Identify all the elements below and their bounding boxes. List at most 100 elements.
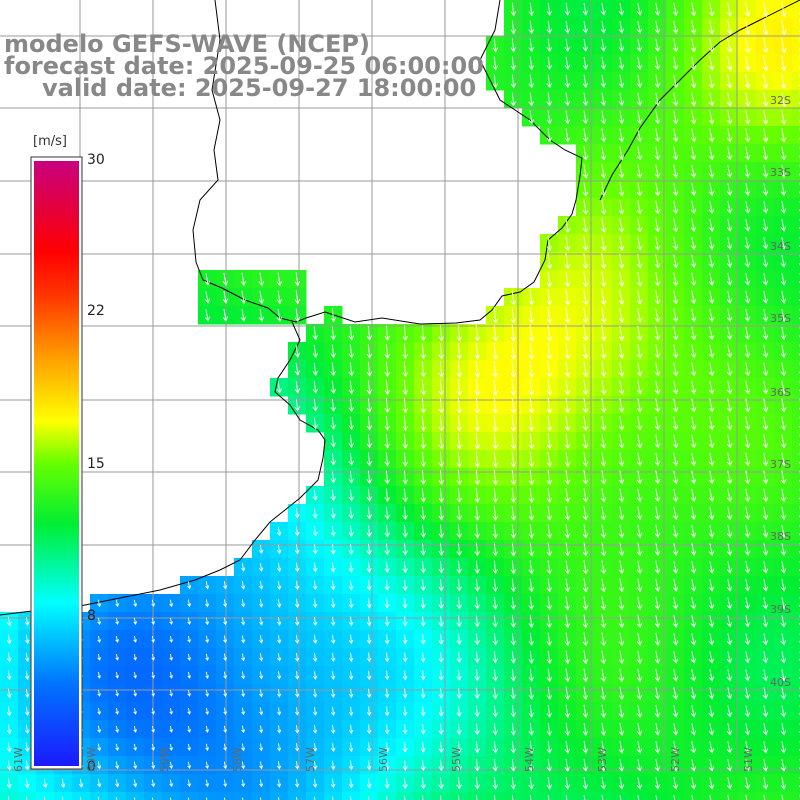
wind-arrow: [528, 397, 535, 414]
wind-arrow: [474, 759, 480, 772]
wind-arrow: [366, 706, 372, 717]
wind-arrow: [744, 55, 751, 72]
wind-arrow: [672, 110, 679, 125]
wind-arrow: [564, 433, 571, 450]
wind-arrow: [402, 724, 408, 735]
wind-arrow: [276, 290, 283, 305]
wind-arrow: [565, 795, 568, 800]
field-cell: [792, 648, 800, 667]
wind-arrow: [672, 272, 679, 287]
wind-arrow: [330, 760, 336, 771]
wind-arrow: [564, 74, 571, 89]
wind-arrow: [420, 397, 427, 414]
wind-arrow: [492, 74, 499, 89]
wind-arrow: [474, 651, 480, 664]
wind-arrow: [259, 635, 264, 644]
wind-arrow: [384, 724, 390, 735]
wind-arrow: [690, 380, 697, 395]
wind-arrow: [780, 237, 787, 250]
field-cell: [792, 36, 800, 55]
wind-arrow: [205, 743, 210, 752]
wind-arrow: [438, 433, 445, 450]
wind-arrow: [294, 290, 301, 305]
wind-arrow: [115, 761, 120, 770]
field-cell: [792, 216, 800, 235]
wind-arrow: [654, 614, 661, 628]
wind-arrow: [528, 451, 535, 468]
wind-arrow: [187, 599, 192, 608]
wind-arrow: [294, 308, 301, 323]
wind-arrow: [438, 379, 445, 396]
wind-arrow: [654, 704, 661, 718]
wind-arrow: [600, 596, 607, 611]
wind-arrow: [330, 380, 337, 395]
wind-arrow: [115, 707, 119, 715]
wind-arrow: [600, 470, 607, 485]
wind-arrow: [169, 779, 174, 788]
wind-arrow: [133, 708, 137, 715]
wind-arrow: [528, 759, 535, 772]
wind-arrow: [402, 759, 408, 771]
field-cell: [234, 792, 253, 800]
wind-arrow: [546, 524, 553, 539]
wind-arrow: [708, 506, 715, 521]
wind-arrow: [690, 579, 697, 592]
wind-arrow: [115, 690, 119, 697]
colorbar-tick-22: 22: [87, 303, 105, 319]
wind-arrow: [564, 488, 571, 503]
wind-arrow: [438, 723, 444, 735]
field-cell: [198, 792, 217, 800]
wind-arrow: [366, 488, 373, 502]
wind-arrow: [672, 614, 679, 628]
wind-arrow: [204, 309, 211, 322]
wind-arrow: [366, 344, 373, 359]
wind-arrow: [456, 651, 462, 664]
wind-arrow: [780, 723, 787, 736]
wind-arrow: [402, 415, 409, 432]
wind-arrow: [618, 650, 625, 665]
wind-arrow: [420, 597, 426, 610]
wind-arrow: [618, 759, 625, 772]
wind-arrow: [636, 20, 643, 34]
wind-arrow: [402, 652, 408, 663]
wind-arrow: [564, 397, 571, 414]
wind-arrow: [420, 506, 427, 521]
wind-arrow: [294, 634, 300, 644]
wind-arrow: [582, 560, 589, 575]
wind-arrow: [600, 199, 607, 215]
wind-arrow: [618, 398, 625, 413]
wind-arrow: [187, 671, 192, 679]
wind-arrow: [546, 20, 553, 34]
coastline-path-2: [0, 321, 326, 616]
wind-arrow: [546, 704, 553, 718]
wind-arrow: [386, 795, 388, 800]
wind-arrow: [241, 653, 246, 662]
wind-arrow: [672, 362, 679, 377]
wind-arrow: [672, 434, 679, 449]
wind-arrow: [205, 581, 210, 590]
wind-arrow: [600, 182, 607, 197]
wind-arrow: [744, 219, 751, 232]
wind-arrow: [133, 725, 138, 733]
wind-arrow: [637, 795, 640, 800]
wind-arrow: [312, 381, 319, 394]
wind-arrow: [744, 1, 751, 18]
wind-arrow: [744, 73, 751, 90]
wind-arrow: [546, 596, 553, 611]
wind-arrow: [546, 74, 553, 89]
wind-arrow: [276, 598, 282, 608]
wind-arrow: [546, 253, 553, 270]
wind-arrow: [312, 508, 318, 519]
wind-arrow: [780, 452, 787, 467]
wind-arrow: [348, 489, 355, 502]
wind-arrow: [582, 379, 589, 396]
wind-arrow: [726, 272, 733, 286]
wind-arrow: [708, 380, 715, 395]
wind-arrow: [726, 759, 733, 772]
wind-arrow: [169, 635, 174, 643]
wind-arrow: [564, 38, 571, 52]
wind-arrow: [546, 235, 553, 252]
wind-arrow: [600, 146, 607, 161]
wind-arrow: [241, 779, 246, 788]
wind-arrow: [259, 725, 264, 734]
